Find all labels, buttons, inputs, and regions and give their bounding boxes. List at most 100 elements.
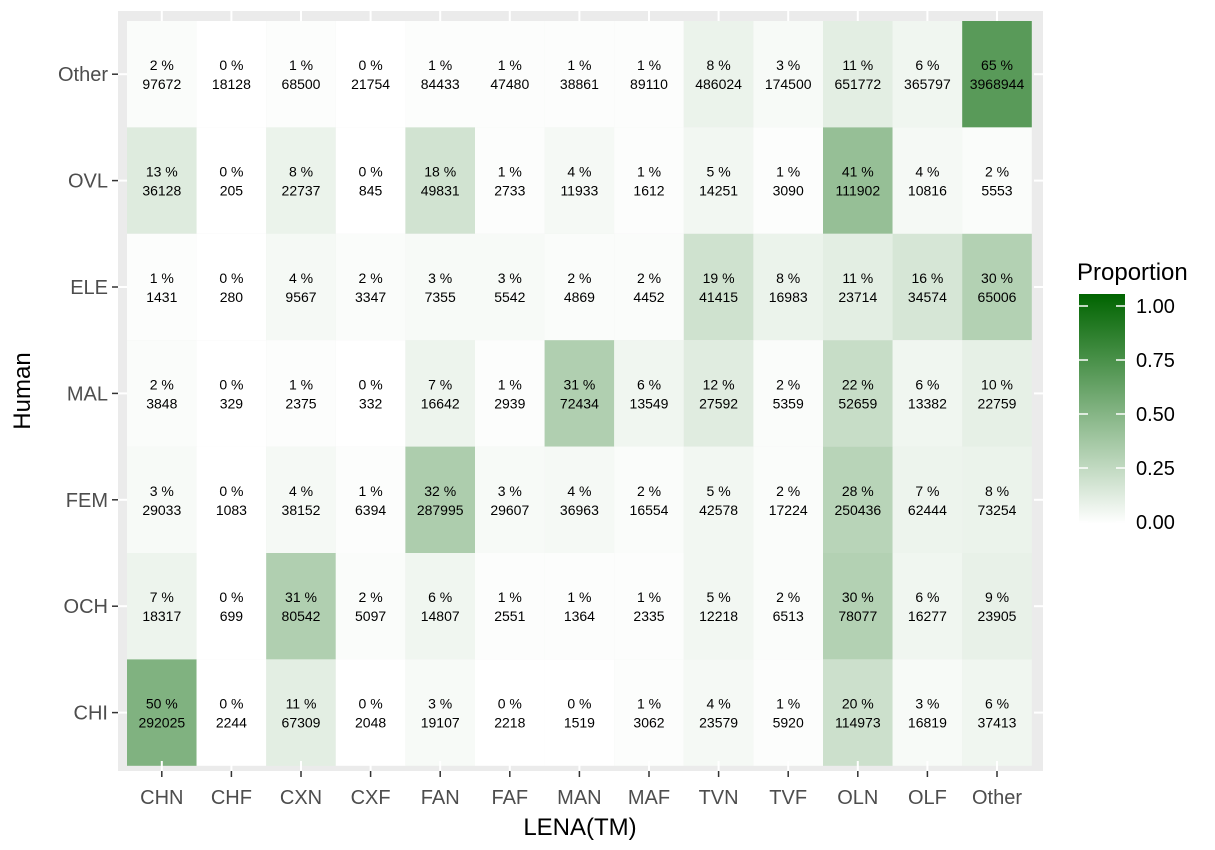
heatmap-cell-chi-maf bbox=[614, 659, 684, 766]
cell-percent-label: 8 % bbox=[776, 270, 800, 286]
legend-title: Proportion bbox=[1077, 259, 1188, 286]
cell-count-label: 67309 bbox=[282, 715, 321, 731]
heatmap-cell-chi-man bbox=[544, 659, 615, 766]
cell-percent-label: 2 % bbox=[637, 483, 661, 499]
cell-percent-label: 30 % bbox=[842, 589, 874, 605]
heatmap-cell-fem-fan bbox=[405, 446, 475, 553]
cell-percent-label: 1 % bbox=[637, 57, 661, 73]
cell-count-label: 29033 bbox=[142, 502, 181, 518]
cell-count-label: 174500 bbox=[765, 76, 812, 92]
cell-count-label: 292025 bbox=[138, 715, 185, 731]
cell-percent-label: 2 % bbox=[359, 270, 383, 286]
cell-percent-label: 3 % bbox=[150, 483, 174, 499]
heatmap-cell-ele-maf bbox=[614, 233, 684, 341]
heatmap-cell-ele-olf bbox=[892, 233, 963, 341]
cell-count-label: 37413 bbox=[978, 715, 1017, 731]
cell-percent-label: 3 % bbox=[428, 696, 452, 712]
cell-percent-label: 11 % bbox=[842, 270, 873, 286]
cell-count-label: 52659 bbox=[838, 395, 877, 411]
cell-percent-label: 1 % bbox=[150, 270, 174, 286]
heatmap-cell-fem-man bbox=[544, 446, 615, 553]
cell-count-label: 2733 bbox=[494, 183, 525, 199]
cell-count-label: 5097 bbox=[355, 608, 386, 624]
x-tick-label: CXN bbox=[280, 787, 322, 809]
cell-percent-label: 32 % bbox=[424, 483, 456, 499]
heatmap-cell-chi-cxn bbox=[266, 659, 336, 766]
heatmap-cell-mal-chn bbox=[127, 340, 197, 447]
heatmap-cell-other-man bbox=[544, 21, 615, 128]
cell-count-label: 329 bbox=[220, 395, 244, 411]
cell-percent-label: 22 % bbox=[842, 376, 874, 392]
cell-count-label: 22737 bbox=[282, 183, 321, 199]
cell-percent-label: 0 % bbox=[219, 589, 243, 605]
cell-count-label: 6394 bbox=[355, 502, 386, 518]
heatmap-cell-ovl-fan bbox=[405, 127, 475, 234]
heatmap-cell-ele-man bbox=[544, 233, 615, 341]
cell-percent-label: 1 % bbox=[359, 483, 383, 499]
cell-percent-label: 2 % bbox=[150, 376, 174, 392]
cell-percent-label: 5 % bbox=[707, 483, 731, 499]
cell-percent-label: 65 % bbox=[981, 57, 1013, 73]
cell-percent-label: 31 % bbox=[563, 376, 595, 392]
cell-count-label: 2048 bbox=[355, 715, 386, 731]
cell-count-label: 9567 bbox=[285, 289, 316, 305]
heatmap-cell-chi-tvf bbox=[753, 659, 823, 766]
cell-count-label: 2939 bbox=[494, 395, 525, 411]
heatmap-cell-fem-cxf bbox=[335, 446, 406, 553]
heatmap-cell-chi-faf bbox=[475, 659, 545, 766]
heatmap-cell-fem-olf bbox=[892, 446, 963, 553]
cell-count-label: 10816 bbox=[908, 183, 947, 199]
heatmap-cell-ele-tvn bbox=[683, 233, 754, 341]
cell-percent-label: 1 % bbox=[498, 164, 522, 180]
cell-count-label: 23905 bbox=[978, 608, 1017, 624]
cell-count-label: 36128 bbox=[142, 183, 181, 199]
heatmap-cell-other-faf bbox=[475, 21, 545, 128]
legend-label: 0.00 bbox=[1136, 512, 1175, 534]
heatmap-cell-och-tvf bbox=[753, 553, 823, 660]
heatmap-cell-chi-chf bbox=[196, 659, 267, 766]
heatmap-cell-chi-olf bbox=[892, 659, 963, 766]
heatmap-cell-ele-cxn bbox=[266, 233, 336, 341]
cell-count-label: 1364 bbox=[564, 608, 595, 624]
cell-count-label: 13549 bbox=[630, 395, 669, 411]
heatmap-cell-ovl-cxf bbox=[335, 127, 406, 234]
heatmap-cell-ele-faf bbox=[475, 233, 545, 341]
cell-count-label: 2335 bbox=[633, 608, 664, 624]
cell-count-label: 14807 bbox=[421, 608, 460, 624]
cell-percent-label: 2 % bbox=[150, 57, 174, 73]
cell-count-label: 5553 bbox=[981, 183, 1012, 199]
heatmap-cell-ele-cxf bbox=[335, 233, 406, 341]
cell-percent-label: 8 % bbox=[707, 57, 731, 73]
heatmap-cell-mal-oln bbox=[823, 340, 893, 447]
cell-count-label: 4869 bbox=[564, 289, 595, 305]
heatmap-cell-fem-cxn bbox=[266, 446, 336, 553]
heatmap-cell-mal-cxn bbox=[266, 340, 336, 447]
legend-label: 0.50 bbox=[1136, 404, 1175, 426]
cell-count-label: 18128 bbox=[212, 76, 251, 92]
cell-percent-label: 3 % bbox=[776, 57, 800, 73]
heatmap-cell-och-man bbox=[544, 553, 615, 660]
cell-percent-label: 41 % bbox=[842, 164, 874, 180]
cell-count-label: 18317 bbox=[142, 608, 181, 624]
cell-count-label: 7355 bbox=[425, 289, 456, 305]
x-tick-label: OLF bbox=[908, 787, 947, 809]
cell-count-label: 699 bbox=[220, 608, 244, 624]
heatmap-cell-och-oln bbox=[823, 553, 893, 660]
cell-count-label: 16554 bbox=[630, 502, 669, 518]
cell-percent-label: 1 % bbox=[637, 696, 661, 712]
cell-count-label: 16983 bbox=[769, 289, 808, 305]
cell-percent-label: 1 % bbox=[637, 589, 661, 605]
heatmap-cell-ele-fan bbox=[405, 233, 475, 341]
cell-count-label: 205 bbox=[220, 183, 244, 199]
legend: Proportion 1.00 0.75 0.50 0.25 0.00 bbox=[1077, 259, 1188, 534]
cell-percent-label: 4 % bbox=[567, 164, 591, 180]
y-tick-label: ELE bbox=[70, 277, 108, 299]
cell-count-label: 3347 bbox=[355, 289, 386, 305]
cell-count-label: 287995 bbox=[417, 502, 464, 518]
heatmap-cell-ele-chf bbox=[196, 233, 267, 341]
cell-count-label: 68500 bbox=[282, 76, 321, 92]
heatmap-cell-fem-chf bbox=[196, 446, 267, 553]
heatmap-cell-mal-chf bbox=[196, 340, 267, 447]
cell-count-label: 651772 bbox=[834, 76, 881, 92]
cell-percent-label: 7 % bbox=[150, 589, 174, 605]
